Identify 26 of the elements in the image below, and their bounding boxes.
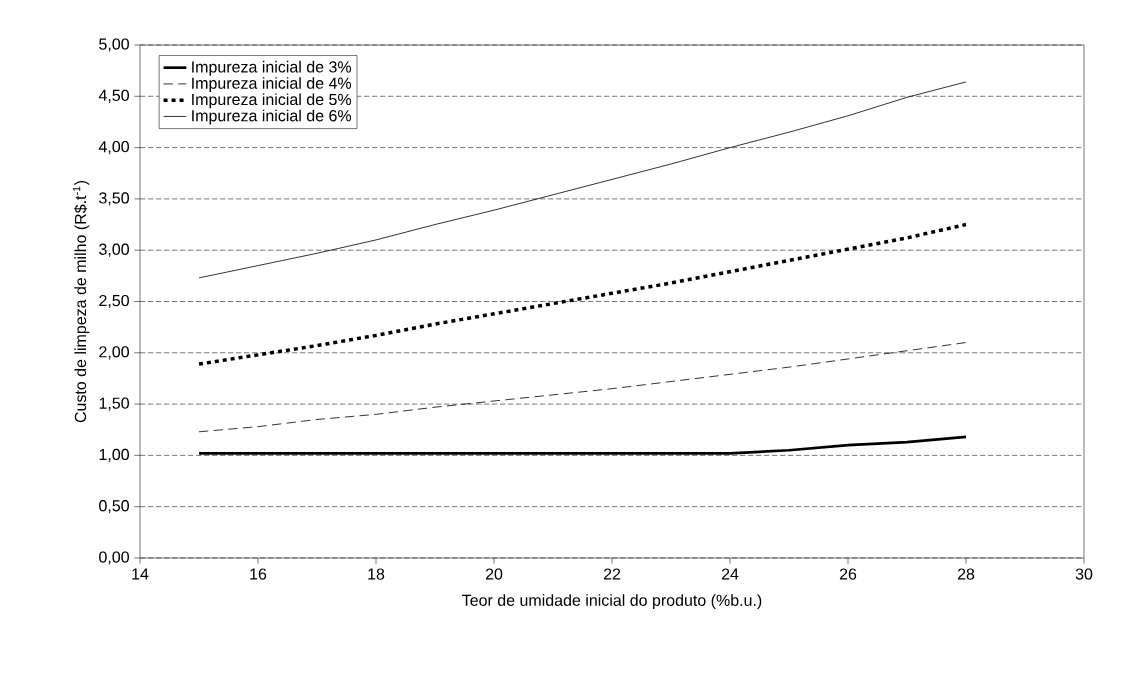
x-tick-label: 30: [1075, 568, 1093, 580]
x-tick-label: 16: [250, 568, 267, 580]
y-tick-label: 1,50: [99, 397, 129, 411]
x-axis-title: Teor de umidade inicial do produto (%b.u.): [462, 594, 762, 610]
legend-label: Impureza inicial de 3%: [192, 60, 352, 76]
y-tick-label: 5,00: [99, 38, 129, 52]
legend-label: Impureza inicial de 5%: [192, 93, 352, 109]
y-tick-label: 3,00: [99, 243, 129, 257]
y-tick-label: 1,00: [99, 448, 129, 462]
legend-label: Impureza inicial de 4%: [192, 77, 352, 93]
y-tick-label: 4,00: [98, 140, 129, 155]
x-tick-label: 26: [839, 568, 857, 580]
y-tick-label: 0,50: [99, 500, 129, 514]
y-tick-label: 2,50: [99, 294, 129, 309]
x-tick-label: 14: [132, 568, 149, 580]
x-tick-label: 20: [485, 568, 503, 580]
legend-label: Impureza inicial de 6%: [192, 109, 352, 125]
y-tick-label: 3,50: [99, 192, 129, 206]
x-tick-label: 22: [603, 568, 621, 580]
x-tick-label: 18: [368, 568, 385, 580]
y-tick-label: 0,00: [99, 551, 129, 565]
x-tick-label: 24: [721, 568, 739, 580]
y-tick-label: 4,50: [98, 89, 129, 103]
x-tick-label: 28: [957, 568, 975, 580]
y-axis-title: Custo de limpeza de milho (R$.t$^{-1}$): [72, 180, 90, 423]
y-tick-label: 2,00: [99, 346, 129, 360]
